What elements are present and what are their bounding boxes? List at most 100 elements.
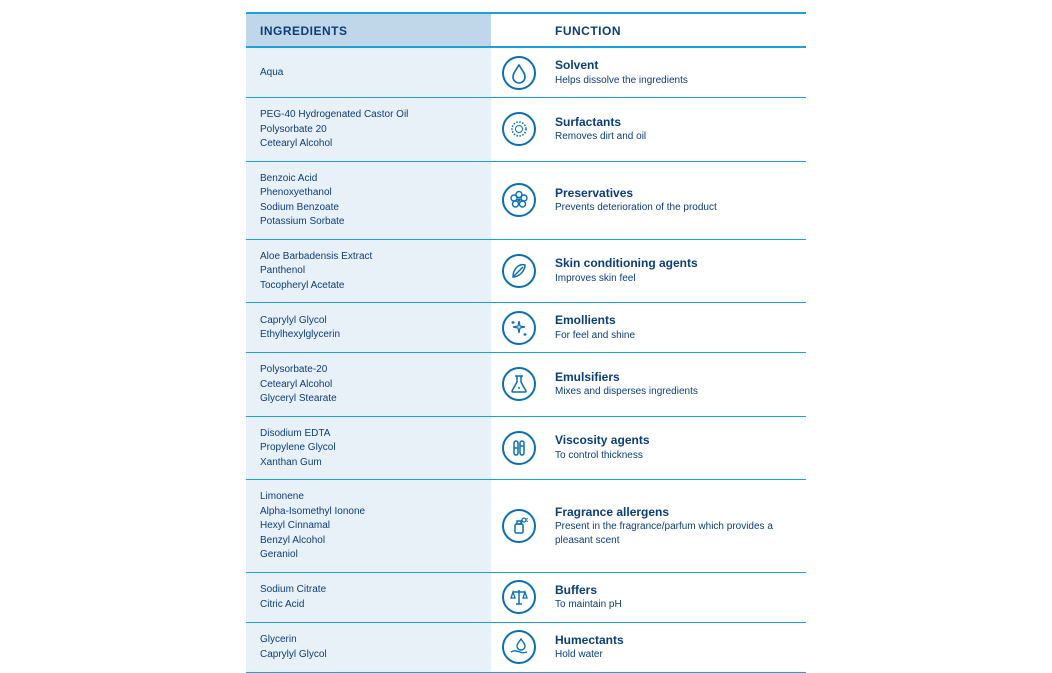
function-cell: SolventHelps dissolve the ingredients [547, 48, 806, 97]
icon-cell [491, 417, 547, 480]
function-title: Emulsifiers [555, 370, 794, 386]
perfume-icon [502, 509, 536, 543]
function-cell: HumectantsHold water [547, 623, 806, 672]
function-title: Solvent [555, 58, 794, 74]
ingredient-item: Cetearyl Alcohol [260, 137, 479, 151]
ingredient-item: Aloe Barbadensis Extract [260, 250, 479, 264]
ingredient-item: Hexyl Cinnamal [260, 519, 479, 533]
ingredient-item: Geraniol [260, 548, 479, 562]
ingredient-item: Polysorbate 20 [260, 123, 479, 137]
ingredient-item: Limonene [260, 490, 479, 504]
table-row: LimoneneAlpha-Isomethyl IononeHexyl Cinn… [246, 480, 806, 573]
ingredient-item: Panthenol [260, 264, 479, 278]
function-title: Skin conditioning agents [555, 256, 794, 272]
scale-icon [502, 580, 536, 614]
ingredient-item: Xanthan Gum [260, 456, 479, 470]
ingredients-cell: GlycerinCaprylyl Glycol [246, 623, 491, 672]
tubes-icon [502, 431, 536, 465]
ingredients-cell: LimoneneAlpha-Isomethyl IononeHexyl Cinn… [246, 480, 491, 572]
table-row: Aloe Barbadensis ExtractPanthenolTocophe… [246, 240, 806, 304]
icon-cell [491, 98, 547, 161]
ingredient-item: Glyceryl Stearate [260, 392, 479, 406]
flask-icon [502, 367, 536, 401]
table-row: GlycerinCaprylyl Glycol HumectantsHold wa… [246, 623, 806, 673]
function-cell: BuffersTo maintain pH [547, 573, 806, 622]
table-row: Benzoic AcidPhenoxyethanolSodium Benzoat… [246, 162, 806, 240]
ingredients-cell: Benzoic AcidPhenoxyethanolSodium Benzoat… [246, 162, 491, 239]
function-description: Improves skin feel [555, 272, 794, 286]
table-row: Caprylyl GlycolEthylhexylglycerin Emollie… [246, 303, 806, 353]
function-cell: Viscosity agentsTo control thickness [547, 417, 806, 480]
ingredient-item: PEG-40 Hydrogenated Castor Oil [260, 108, 479, 122]
function-description: To control thickness [555, 449, 794, 463]
feather-icon [502, 254, 536, 288]
ingredients-cell: PEG-40 Hydrogenated Castor OilPolysorbat… [246, 98, 491, 161]
sparkle-icon [502, 311, 536, 345]
table-row: Aqua SolventHelps dissolve the ingredient… [246, 48, 806, 98]
function-title: Preservatives [555, 186, 794, 202]
ingredient-item: Glycerin [260, 633, 479, 647]
function-title: Fragrance allergens [555, 505, 794, 521]
function-title: Surfactants [555, 115, 794, 131]
ingredient-item: Benzoic Acid [260, 172, 479, 186]
ingredient-item: Tocopheryl Acetate [260, 279, 479, 293]
sphere-icon [502, 112, 536, 146]
function-title: Humectants [555, 633, 794, 649]
function-description: Hold water [555, 648, 794, 662]
function-description: Present in the fragrance/parfum which pr… [555, 520, 794, 547]
function-description: To maintain pH [555, 598, 794, 612]
icon-cell [491, 480, 547, 572]
ingredients-cell: Aqua [246, 48, 491, 97]
function-cell: EmulsifiersMixes and disperses ingredien… [547, 353, 806, 416]
header-ingredients: INGREDIENTS [246, 14, 491, 46]
ingredient-item: Cetearyl Alcohol [260, 378, 479, 392]
ingredient-item: Sodium Benzoate [260, 201, 479, 215]
function-description: Helps dissolve the ingredients [555, 74, 794, 88]
ingredient-item: Alpha-Isomethyl Ionone [260, 505, 479, 519]
function-cell: Skin conditioning agentsImproves skin fe… [547, 240, 806, 303]
icon-cell [491, 573, 547, 622]
ingredient-item: Polysorbate-20 [260, 363, 479, 377]
icon-cell [491, 240, 547, 303]
function-description: Mixes and disperses ingredients [555, 385, 794, 399]
flower-icon [502, 183, 536, 217]
icon-cell [491, 623, 547, 672]
function-title: Viscosity agents [555, 433, 794, 449]
function-description: For feel and shine [555, 329, 794, 343]
ingredient-item: Phenoxyethanol [260, 186, 479, 200]
function-title: Buffers [555, 583, 794, 599]
table-header-row: INGREDIENTS FUNCTION [246, 14, 806, 48]
ingredients-cell: Sodium CitrateCitric Acid [246, 573, 491, 622]
ingredients-cell: Aloe Barbadensis ExtractPanthenolTocophe… [246, 240, 491, 303]
table-row: Sodium CitrateCitric Acid BuffersTo maint… [246, 573, 806, 623]
ingredients-function-table: INGREDIENTS FUNCTION Aqua SolventHelps di… [246, 12, 806, 639]
ingredient-item: Aqua [260, 66, 479, 80]
ingredient-item: Citric Acid [260, 598, 479, 612]
ingredient-item: Caprylyl Glycol [260, 648, 479, 662]
ingredient-item: Benzyl Alcohol [260, 534, 479, 548]
header-function: FUNCTION [491, 14, 806, 46]
table-row: Polysorbate-20Cetearyl AlcoholGlyceryl S… [246, 353, 806, 417]
icon-cell [491, 353, 547, 416]
ingredient-item: Sodium Citrate [260, 583, 479, 597]
icon-cell [491, 48, 547, 97]
icon-cell [491, 303, 547, 352]
ingredients-cell: Caprylyl GlycolEthylhexylglycerin [246, 303, 491, 352]
ingredients-cell: Polysorbate-20Cetearyl AlcoholGlyceryl S… [246, 353, 491, 416]
icon-cell [491, 162, 547, 239]
function-cell: PreservativesPrevents deterioration of t… [547, 162, 806, 239]
table-row: PEG-40 Hydrogenated Castor OilPolysorbat… [246, 98, 806, 162]
table-row: Disodium EDTAPropylene GlycolXanthan Gum… [246, 417, 806, 481]
drop-icon [502, 56, 536, 90]
function-cell: Fragrance allergensPresent in the fragra… [547, 480, 806, 572]
ingredients-cell: Disodium EDTAPropylene GlycolXanthan Gum [246, 417, 491, 480]
ingredient-item: Caprylyl Glycol [260, 314, 479, 328]
handdrop-icon [502, 630, 536, 664]
function-title: Emollients [555, 313, 794, 329]
ingredient-item: Ethylhexylglycerin [260, 328, 479, 342]
ingredient-item: Disodium EDTA [260, 427, 479, 441]
function-description: Removes dirt and oil [555, 130, 794, 144]
function-description: Prevents deterioration of the product [555, 201, 794, 215]
ingredient-item: Propylene Glycol [260, 441, 479, 455]
function-cell: EmollientsFor feel and shine [547, 303, 806, 352]
